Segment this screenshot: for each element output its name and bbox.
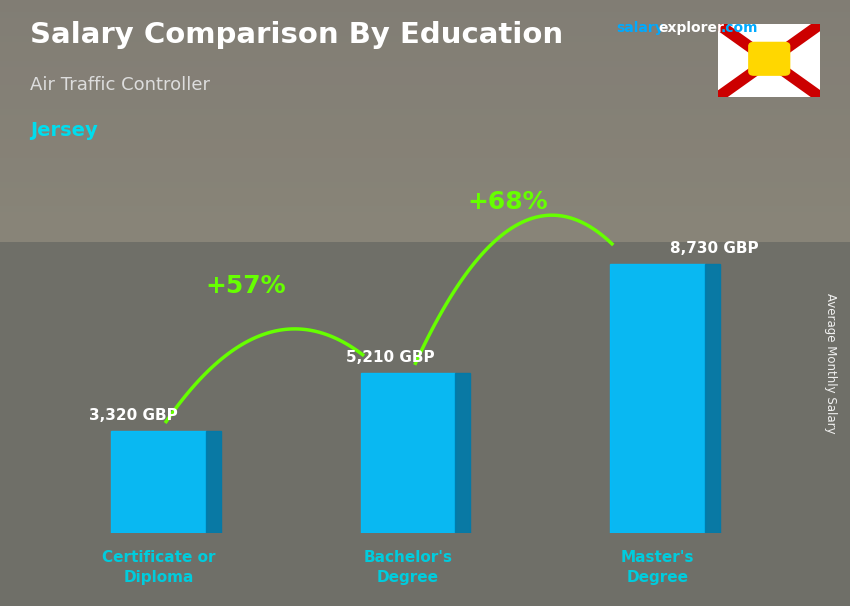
Polygon shape [456,373,470,533]
Text: Jersey: Jersey [30,121,98,140]
Polygon shape [360,373,456,533]
Text: explorer: explorer [659,21,724,35]
Polygon shape [705,264,720,533]
Text: Salary Comparison By Education: Salary Comparison By Education [30,21,563,49]
Text: 5,210 GBP: 5,210 GBP [346,350,434,365]
Polygon shape [206,431,221,533]
FancyBboxPatch shape [749,42,790,75]
Polygon shape [111,431,206,533]
Text: Average Monthly Salary: Average Monthly Salary [824,293,837,434]
Text: .com: .com [721,21,758,35]
Text: salary: salary [616,21,664,35]
Polygon shape [610,264,705,533]
Text: 3,320 GBP: 3,320 GBP [89,408,178,423]
Text: Air Traffic Controller: Air Traffic Controller [30,76,210,94]
Text: +68%: +68% [468,190,548,215]
Text: +57%: +57% [206,274,286,298]
Text: 8,730 GBP: 8,730 GBP [670,241,758,256]
